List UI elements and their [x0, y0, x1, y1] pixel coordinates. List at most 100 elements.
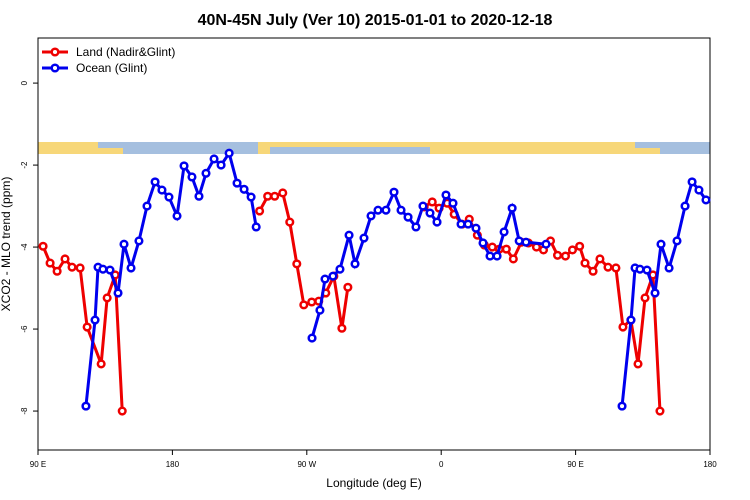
y-tick-label: -2: [20, 161, 29, 169]
y-tick-label: -6: [20, 325, 29, 333]
point: [224, 148, 234, 158]
point: [580, 258, 590, 268]
point: [187, 172, 197, 182]
point: [105, 265, 115, 275]
point: [618, 322, 628, 332]
point: [507, 203, 517, 213]
point: [209, 154, 219, 164]
point: [456, 219, 466, 229]
legend-marker: [50, 47, 60, 57]
point: [701, 195, 711, 205]
point: [81, 401, 91, 411]
point: [664, 263, 674, 273]
point: [45, 258, 55, 268]
point: [38, 241, 48, 251]
x-tick-label: 90 E: [567, 460, 583, 469]
point: [656, 239, 666, 249]
point: [381, 205, 391, 215]
point: [251, 222, 261, 232]
point: [270, 191, 280, 201]
point: [60, 254, 70, 264]
point: [307, 297, 317, 307]
point: [617, 401, 627, 411]
point: [541, 239, 551, 249]
point: [239, 184, 249, 194]
point: [485, 251, 495, 261]
y-axis-label: XCO2 - MLO trend (ppm): [0, 177, 13, 312]
point: [492, 251, 502, 261]
point: [102, 293, 112, 303]
chart-title: 40N-45N July (Ver 10) 2015-01-01 to 2020…: [198, 12, 553, 29]
point: [157, 185, 167, 195]
point: [359, 233, 369, 243]
point: [432, 217, 442, 227]
point: [307, 333, 317, 343]
point: [672, 236, 682, 246]
y-tick-label: -8: [20, 407, 29, 415]
point: [82, 322, 92, 332]
point: [255, 206, 265, 216]
point: [633, 359, 643, 369]
legend-marker: [50, 63, 60, 73]
point: [52, 266, 62, 276]
point: [635, 264, 645, 274]
point: [98, 264, 108, 274]
point: [366, 211, 376, 221]
point: [90, 315, 100, 325]
point: [626, 315, 636, 325]
point: [126, 263, 136, 273]
x-tick-label: 0: [439, 460, 444, 469]
point: [285, 217, 295, 227]
point: [487, 242, 497, 252]
point: [142, 201, 152, 211]
point: [411, 222, 421, 232]
map-strip: [38, 142, 710, 154]
point: [567, 245, 578, 255]
point: [335, 264, 345, 274]
point: [396, 205, 406, 215]
point: [343, 282, 353, 292]
point: [441, 190, 451, 200]
point: [119, 239, 129, 249]
point: [299, 300, 309, 310]
point: [642, 265, 652, 275]
point: [292, 259, 302, 269]
x-tick-label: 180: [166, 460, 180, 469]
point: [514, 236, 524, 246]
point: [246, 192, 256, 202]
point: [508, 254, 518, 264]
point: [521, 237, 531, 247]
point: [588, 266, 598, 276]
point: [172, 211, 182, 221]
point: [389, 187, 399, 197]
point: [499, 227, 509, 237]
point: [201, 168, 211, 178]
point: [403, 212, 413, 222]
y-tick-label: -4: [20, 243, 29, 251]
point: [216, 160, 226, 170]
point: [448, 198, 458, 208]
legend-label: Ocean (Glint): [76, 61, 147, 75]
y-tick-label: 0: [20, 80, 29, 85]
point: [164, 192, 174, 202]
point: [418, 201, 428, 211]
point: [263, 191, 273, 201]
point: [278, 188, 288, 198]
point: [232, 178, 242, 188]
point: [655, 406, 665, 416]
point: [344, 230, 354, 240]
point: [425, 208, 435, 218]
point: [687, 177, 697, 187]
point: [96, 359, 106, 369]
point: [117, 406, 127, 416]
point: [337, 323, 347, 333]
point: [194, 191, 204, 201]
point: [552, 250, 563, 260]
point: [427, 197, 437, 207]
series-line: [41, 190, 662, 412]
x-tick-label: 90 E: [30, 460, 46, 469]
x-axis-label: Longitude (deg E): [326, 476, 421, 490]
point: [328, 271, 338, 281]
point: [315, 305, 325, 315]
